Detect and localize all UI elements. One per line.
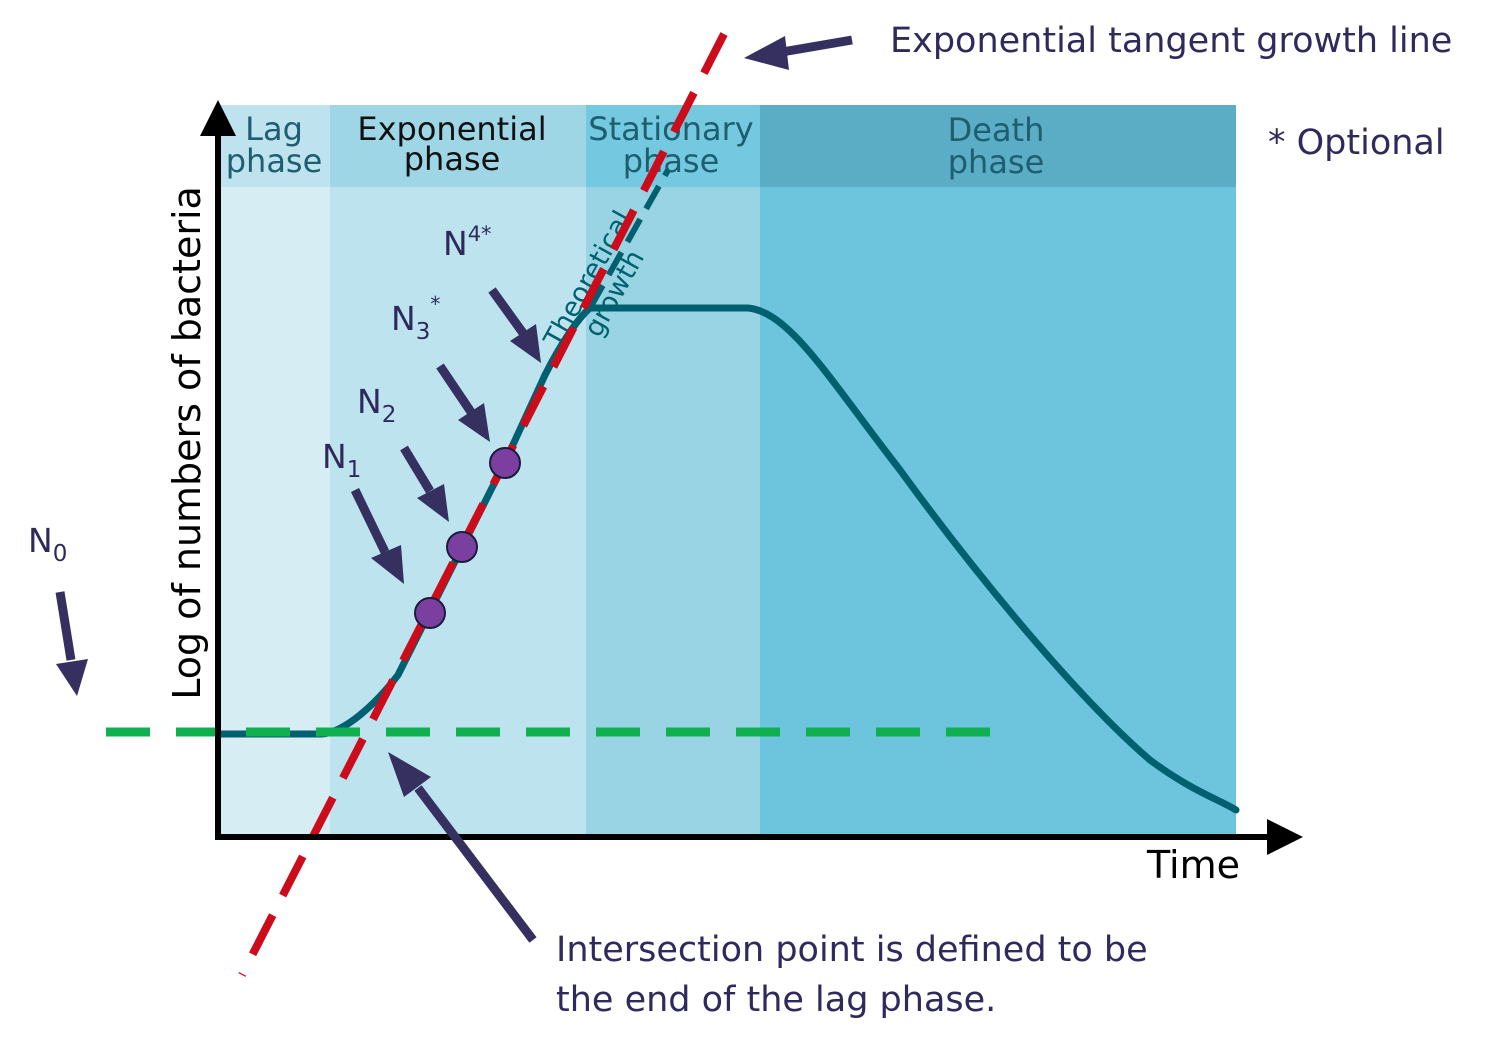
theoretical-growth-extension — [587, 168, 671, 310]
n4-label: N4* — [443, 222, 492, 263]
axes — [200, 100, 1303, 855]
tangent-line-label: Exponential tangent growth line — [890, 21, 1452, 61]
phase-labels: Lag phase Exponential phase Stationary p… — [226, 110, 1045, 181]
x-axis-label: Time — [1146, 843, 1240, 887]
pointer-arrows — [55, 35, 853, 943]
intersection-note-line2: the end of the lag phase. — [556, 980, 996, 1020]
death-phase-label-line1: Death — [948, 111, 1045, 149]
measurement-points — [414, 447, 521, 629]
n3-point — [489, 447, 521, 479]
death-header — [760, 105, 1236, 187]
lag-header — [218, 105, 330, 187]
n0-arrow — [55, 591, 88, 696]
y-axis-label: Log of numbers of bacteria — [165, 186, 209, 700]
intersection-arrow — [388, 752, 537, 943]
n4-arrow — [488, 287, 541, 363]
phase-regions — [218, 105, 1236, 837]
n0-label: N0 — [28, 521, 67, 567]
optional-note: * Optional — [1268, 123, 1445, 163]
n1-label: N1 — [322, 437, 361, 483]
n1-arrow — [350, 488, 404, 584]
stationary-phase-label-line2: phase — [623, 142, 720, 180]
n1-point — [414, 597, 446, 629]
n2-label: N2 — [357, 382, 396, 428]
lag-phase-label-line1: Lag — [245, 110, 303, 148]
stationary-header — [586, 105, 760, 187]
n3-arrow — [436, 363, 490, 442]
stationary-region — [586, 105, 760, 837]
n3-label: N3* — [391, 292, 440, 345]
exponential-tangent-line — [238, 32, 728, 977]
tangent-label-arrow — [744, 35, 853, 70]
exponential-phase-label-line2: phase — [404, 140, 501, 178]
n-labels: N0 N1 N2 N3* N4* — [28, 222, 492, 567]
lag-region — [218, 105, 330, 837]
growth-curve — [214, 304, 1240, 814]
exponential-region — [330, 105, 586, 837]
n2-point — [446, 531, 478, 563]
n2-arrow — [400, 445, 449, 522]
death-region — [760, 105, 1236, 837]
death-phase-label-line2: phase — [948, 143, 1045, 181]
intersection-note-line1: Intersection point is defined to be — [556, 930, 1148, 970]
exponential-header — [330, 105, 586, 187]
exponential-phase-label-line1: Exponential — [357, 110, 546, 148]
lag-phase-label-line2: phase — [226, 142, 323, 180]
